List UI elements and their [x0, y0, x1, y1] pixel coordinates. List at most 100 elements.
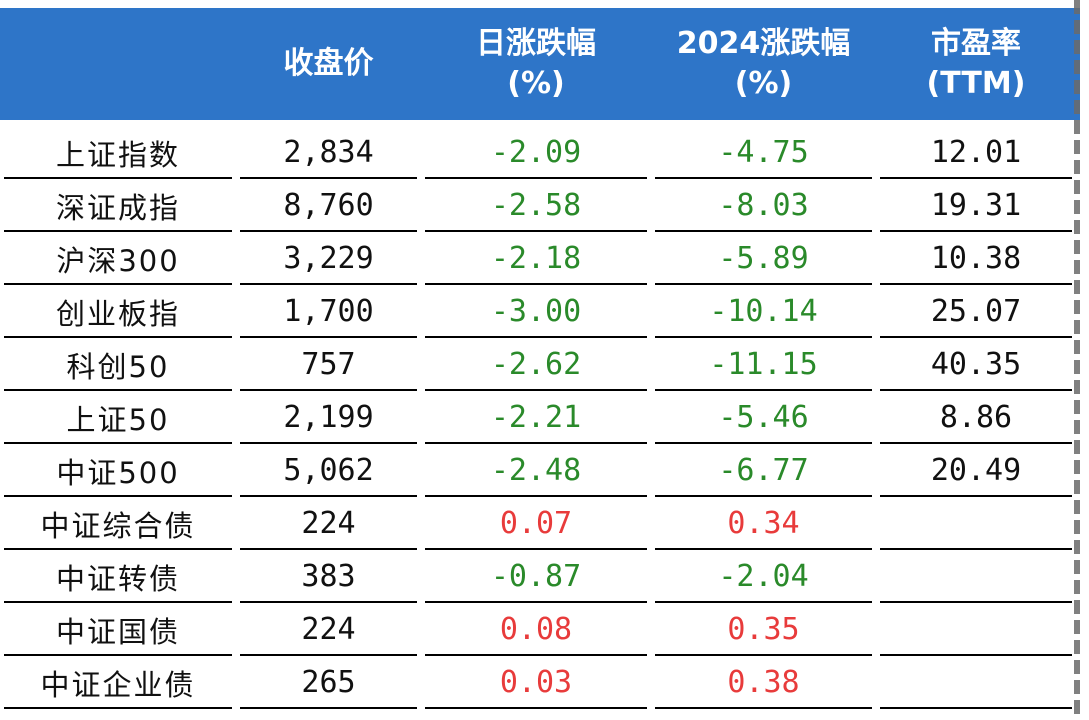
cell-name: 科创50: [66, 349, 170, 384]
cell-ytd: 0.34: [727, 506, 800, 541]
cell-close: 3,229: [283, 241, 374, 276]
row-divider: [425, 654, 647, 656]
cell-ytd: 0.35: [727, 612, 800, 647]
cell-close: 1,700: [283, 294, 374, 329]
cell-name: 中证企业债: [40, 667, 196, 702]
row-divider: [240, 230, 417, 232]
header-ytd-label: 2024涨跌幅: [676, 26, 851, 61]
header-pe-label: 市盈率: [931, 26, 1021, 61]
table-row: 上证指数 2,834 -2.09 -4.75 12.01: [0, 126, 1080, 179]
row-divider: [880, 707, 1072, 709]
table-row: 沪深300 3,229 -2.18 -5.89 10.38: [0, 232, 1080, 285]
row-divider: [880, 336, 1072, 338]
row-divider: [880, 654, 1072, 656]
row-divider: [240, 177, 417, 179]
row-divider: [240, 336, 417, 338]
cell-name: 创业板指: [55, 296, 180, 331]
table-row: 中证国债 224 0.08 0.35: [0, 603, 1080, 656]
cell-pe: 40.35: [930, 347, 1022, 382]
cell-name: 中证综合债: [40, 508, 196, 543]
cell-pe: [876, 656, 1076, 709]
cell-close: 8,760: [283, 188, 374, 223]
cell-ytd: -2.04: [718, 559, 809, 594]
cell-close: 2,199: [283, 400, 374, 435]
row-divider: [240, 548, 417, 550]
row-divider: [425, 442, 647, 444]
row-divider: [4, 654, 232, 656]
table-row: 中证企业债 265 0.03 0.38: [0, 656, 1080, 709]
cell-close: 5,062: [283, 453, 374, 488]
row-divider: [425, 601, 647, 603]
header-close-price: 收盘价: [236, 8, 421, 120]
cell-ytd: -5.89: [718, 241, 809, 276]
row-divider: [425, 495, 647, 497]
cell-pe: [876, 603, 1076, 656]
cell-name: 深证成指: [55, 190, 180, 225]
table-row: 科创50 757 -2.62 -11.15 40.35: [0, 338, 1080, 391]
row-divider: [655, 336, 872, 338]
cell-daily: -2.58: [490, 188, 582, 223]
cell-daily: -2.21: [490, 400, 582, 435]
row-divider: [880, 283, 1072, 285]
cell-ytd: 0.38: [727, 665, 800, 700]
table-row: 上证50 2,199 -2.21 -5.46 8.86: [0, 391, 1080, 444]
cell-ytd: -8.03: [718, 188, 809, 223]
cell-pe: 12.01: [930, 135, 1022, 170]
table-row: 中证转债 383 -0.87 -2.04: [0, 550, 1080, 603]
table-row: 中证综合债 224 0.07 0.34: [0, 497, 1080, 550]
row-divider: [655, 283, 872, 285]
cell-close: 2,834: [283, 135, 374, 170]
row-divider: [240, 601, 417, 603]
table-row: 中证500 5,062 -2.48 -6.77 20.49: [0, 444, 1080, 497]
row-divider: [425, 336, 647, 338]
cell-ytd: -10.14: [709, 294, 818, 329]
table-row: 深证成指 8,760 -2.58 -8.03 19.31: [0, 179, 1080, 232]
row-divider: [240, 495, 417, 497]
row-divider: [4, 177, 232, 179]
table-header: 收盘价 日涨跌幅 (%) 2024涨跌幅 (%) 市盈率 (TTM): [0, 8, 1080, 120]
cell-name: 中证500: [56, 455, 180, 490]
row-divider: [655, 548, 872, 550]
header-pe-ratio: 市盈率 (TTM): [876, 8, 1076, 120]
header-daily-unit: (%): [507, 66, 565, 101]
table-row: 创业板指 1,700 -3.00 -10.14 25.07: [0, 285, 1080, 338]
cell-pe: 8.86: [939, 400, 1013, 435]
cell-close: 757: [301, 347, 356, 382]
row-divider: [425, 177, 647, 179]
row-divider: [4, 495, 232, 497]
row-divider: [655, 654, 872, 656]
cell-ytd: -4.75: [718, 135, 809, 170]
cell-close: 224: [301, 506, 356, 541]
row-divider: [240, 283, 417, 285]
row-divider: [4, 442, 232, 444]
row-divider: [880, 442, 1072, 444]
row-divider: [655, 495, 872, 497]
cell-daily: 0.07: [499, 506, 573, 541]
row-divider: [425, 548, 647, 550]
row-divider: [655, 707, 872, 709]
cell-ytd: -6.77: [718, 453, 809, 488]
cell-name: 上证50: [66, 402, 170, 437]
header-close-label: 收盘价: [283, 46, 374, 81]
cell-pe: 19.31: [930, 188, 1022, 223]
cell-close: 224: [301, 612, 356, 647]
row-divider: [4, 283, 232, 285]
cell-pe: 10.38: [930, 241, 1022, 276]
row-divider: [4, 548, 232, 550]
cell-name: 沪深300: [56, 243, 180, 278]
header-pe-unit: (TTM): [926, 66, 1026, 101]
cell-pe: [876, 497, 1076, 550]
cell-ytd: -5.46: [718, 400, 809, 435]
row-divider: [240, 654, 417, 656]
row-divider: [880, 601, 1072, 603]
cell-name: 中证国债: [55, 614, 180, 649]
row-divider: [4, 389, 232, 391]
cell-name: 中证转债: [55, 561, 180, 596]
cell-pe: [876, 550, 1076, 603]
row-divider: [655, 177, 872, 179]
row-divider: [425, 230, 647, 232]
cell-close: 265: [301, 665, 356, 700]
row-divider: [880, 495, 1072, 497]
row-divider: [655, 442, 872, 444]
